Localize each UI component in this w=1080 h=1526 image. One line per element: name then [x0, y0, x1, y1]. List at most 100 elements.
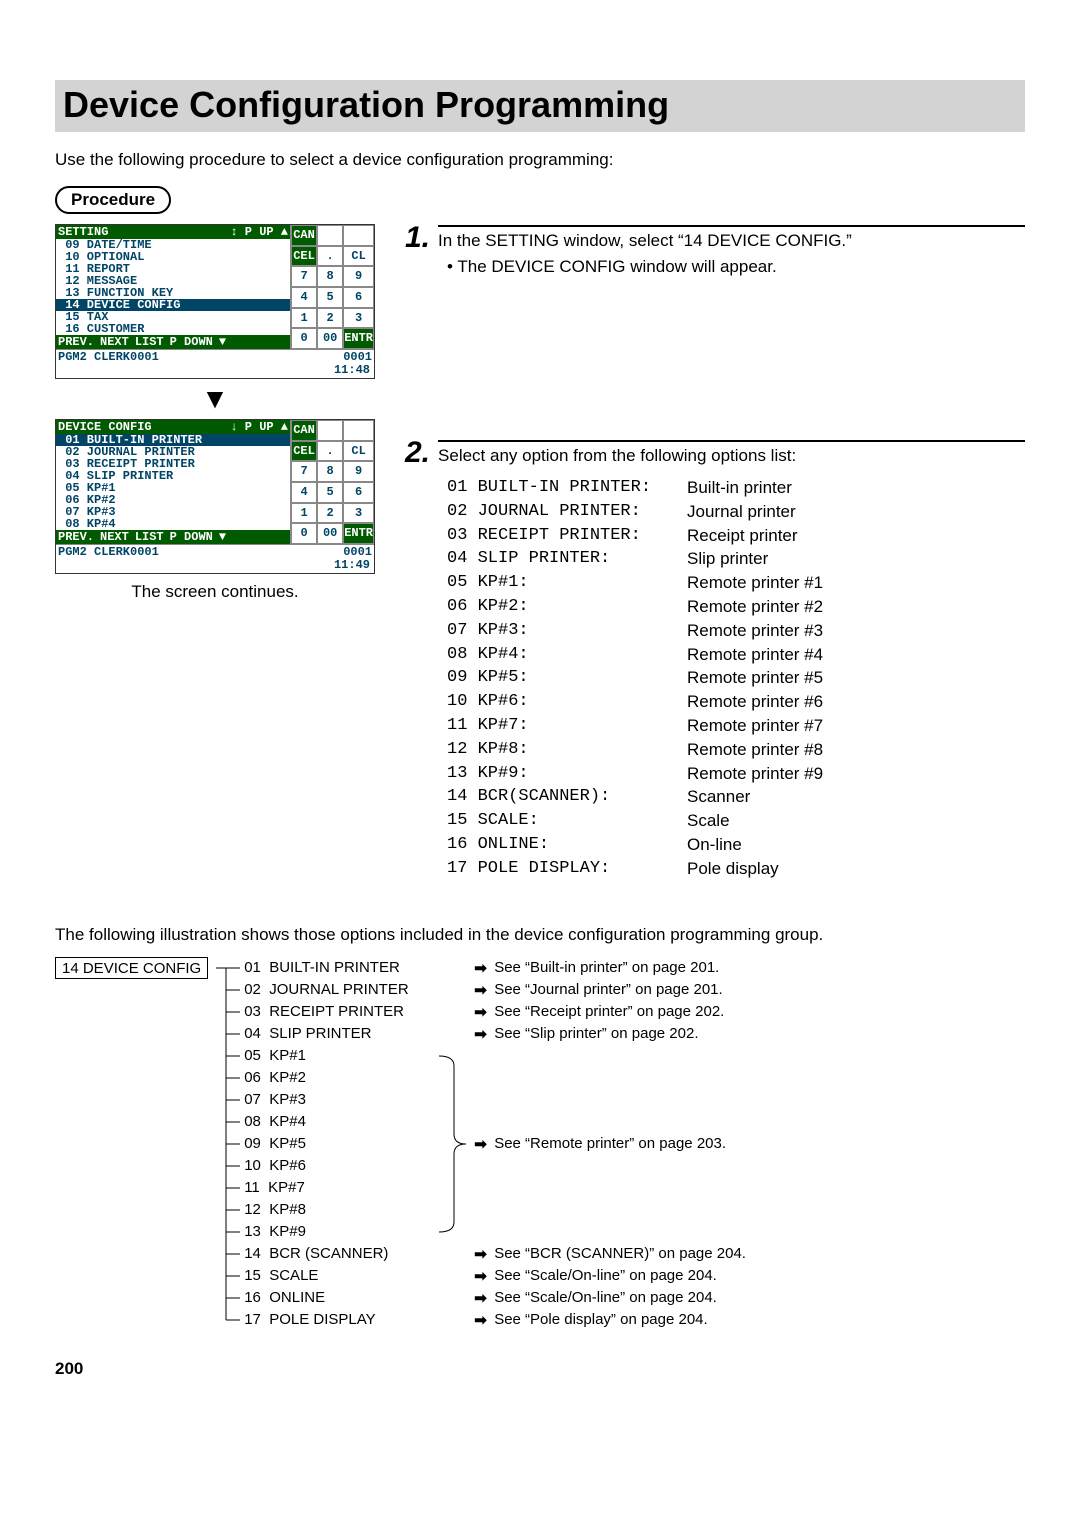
option-desc: Receipt printer	[687, 524, 798, 548]
tree-item: 05 KP#1	[244, 1045, 434, 1067]
option-code: 07 KP#3:	[447, 619, 677, 643]
option-row: 10 KP#6:Remote printer #6	[447, 690, 1025, 714]
pos-menu-item: 08 KP#4	[56, 518, 290, 530]
keypad-key: 5	[317, 482, 343, 503]
tree-item-ref	[474, 1177, 746, 1199]
keypad-key: 5	[317, 287, 343, 308]
arrow-icon: ➡	[474, 959, 494, 977]
arrow-icon: ➡	[474, 1245, 494, 1263]
option-row: 01 BUILT-IN PRINTER: Built-in printer	[447, 476, 1025, 500]
tree-ref-text: See “Journal printer” on page 201.	[494, 981, 722, 998]
step-2-number: 2.	[405, 439, 430, 466]
arrow-icon: ➡	[474, 1025, 494, 1043]
arrow-icon: ➡	[474, 1311, 494, 1329]
pos-screen: SETTING↕ P UP ▲ 09 DATE/TIME 10 OPTIONAL…	[55, 224, 375, 379]
pos-keypad: CANCEL.CL789456123000ENTR	[290, 420, 374, 544]
page-title: Device Configuration Programming	[63, 84, 1017, 126]
tree-item-label: 01 BUILT-IN PRINTER	[244, 959, 434, 976]
keypad-key	[317, 420, 343, 441]
tree-item-ref	[474, 1111, 746, 1133]
option-code: 12 KP#8:	[447, 738, 677, 762]
pos-status: PGM2 CLERK00010001	[56, 349, 374, 364]
arrow-icon: ➡	[474, 1135, 494, 1153]
tree-item: 15 SCALE	[244, 1265, 434, 1287]
step-1-number: 1.	[405, 224, 430, 251]
option-row: 09 KP#5:Remote printer #5	[447, 666, 1025, 690]
tree-item: 11 KP#7	[244, 1177, 434, 1199]
tree-item-ref: ➡See “BCR (SCANNER)” on page 204.	[474, 1243, 746, 1265]
tree-item-ref	[474, 1067, 746, 1089]
step-2-text: Select any option from the following opt…	[438, 440, 1025, 466]
keypad-key: 2	[317, 503, 343, 524]
tree-ref-text: See “Receipt printer” on page 202.	[494, 1003, 724, 1020]
tree-item: 07 KP#3	[244, 1089, 434, 1111]
pos-keypad: CANCEL.CL789456123000ENTR	[290, 225, 374, 349]
keypad-key: 1	[291, 503, 317, 524]
option-desc: Scale	[687, 809, 730, 833]
tree-item-label: 05 KP#1	[244, 1047, 434, 1064]
keypad-key: 8	[317, 461, 343, 482]
keypad-key: 6	[343, 287, 374, 308]
tree-item: 02 JOURNAL PRINTER	[244, 979, 434, 1001]
option-code: 03 RECEIPT PRINTER:	[447, 524, 677, 548]
arrow-icon: ➡	[474, 1267, 494, 1285]
option-row: 13 KP#9:Remote printer #9	[447, 762, 1025, 786]
tree-ref-text: See “BCR (SCANNER)” on page 204.	[494, 1245, 746, 1262]
keypad-key: 9	[343, 461, 374, 482]
option-row: 15 SCALE:Scale	[447, 809, 1025, 833]
option-code: 02 JOURNAL PRINTER:	[447, 500, 677, 524]
tree-item-label: 13 KP#9	[244, 1223, 434, 1240]
tree-item-ref: ➡See “Journal printer” on page 201.	[474, 979, 746, 1001]
pos-footer: PREV.NEXTLISTP DOWN▼	[56, 335, 290, 349]
keypad-key: 3	[343, 308, 374, 329]
option-code: 11 KP#7:	[447, 714, 677, 738]
tree-item-label: 14 BCR (SCANNER)	[244, 1245, 434, 1262]
down-arrow-icon: ▼	[55, 383, 375, 415]
tree-item: 04 SLIP PRINTER	[244, 1023, 434, 1045]
keypad-key: 8	[317, 266, 343, 287]
pos-time: 11:49	[56, 559, 374, 573]
tree-ref-text: See “Built-in printer” on page 201.	[494, 959, 719, 976]
pos-status: PGM2 CLERK00010001	[56, 544, 374, 559]
tree-item-label: 04 SLIP PRINTER	[244, 1025, 434, 1042]
option-desc: Remote printer #5	[687, 666, 823, 690]
keypad-key: 4	[291, 482, 317, 503]
keypad-key: 0	[291, 523, 317, 544]
keypad-key: 0	[291, 328, 317, 349]
tree-item-label: 10 KP#6	[244, 1157, 434, 1174]
tree-item-label: 16 ONLINE	[244, 1289, 434, 1306]
option-row: 17 POLE DISPLAY:Pole display	[447, 857, 1025, 881]
procedure-label: Procedure	[55, 186, 171, 214]
tree-item-ref	[474, 1045, 746, 1067]
option-code: 08 KP#4:	[447, 643, 677, 667]
option-code: 04 SLIP PRINTER:	[447, 547, 677, 571]
option-code: 17 POLE DISPLAY:	[447, 857, 677, 881]
keypad-key: ENTR	[343, 328, 374, 349]
tree-item-ref: ➡See “Scale/On-line” on page 204.	[474, 1265, 746, 1287]
tree-root: 14 DEVICE CONFIG	[55, 957, 208, 979]
pos-time: 11:48	[56, 364, 374, 378]
pos-header: DEVICE CONFIG↓ P UP ▲	[56, 420, 290, 434]
tree-item-label: 02 JOURNAL PRINTER	[244, 981, 434, 998]
option-desc: Journal printer	[687, 500, 796, 524]
step-1-text: In the SETTING window, select “14 DEVICE…	[438, 225, 1025, 251]
keypad-key: 7	[291, 266, 317, 287]
option-code: 01 BUILT-IN PRINTER:	[447, 476, 677, 500]
option-desc: Remote printer #3	[687, 619, 823, 643]
keypad-key	[343, 420, 374, 441]
option-code: 10 KP#6:	[447, 690, 677, 714]
tree-item: 09 KP#5	[244, 1133, 434, 1155]
tree-ref-text: See “Slip printer” on page 202.	[494, 1025, 698, 1042]
tree-item-label: 17 POLE DISPLAY	[244, 1311, 434, 1328]
keypad-key: CEL	[291, 441, 317, 462]
option-code: 06 KP#2:	[447, 595, 677, 619]
tree-item: 12 KP#8	[244, 1199, 434, 1221]
keypad-key: CL	[343, 441, 374, 462]
option-desc: Built-in printer	[687, 476, 792, 500]
tree-item-ref	[474, 1155, 746, 1177]
keypad-key: ENTR	[343, 523, 374, 544]
tree-item-label: 03 RECEIPT PRINTER	[244, 1003, 434, 1020]
option-row: 12 KP#8:Remote printer #8	[447, 738, 1025, 762]
tree-item: 16 ONLINE	[244, 1287, 434, 1309]
tree-item-ref: ➡See “Pole display” on page 204.	[474, 1309, 746, 1331]
